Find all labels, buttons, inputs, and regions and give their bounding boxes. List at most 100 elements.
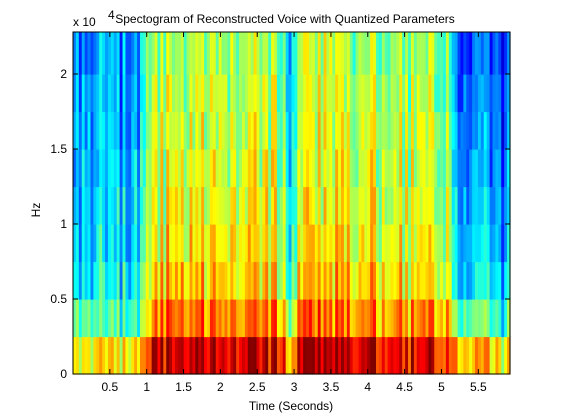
heatmap-cell	[408, 111, 412, 150]
heatmap-cell	[387, 186, 392, 225]
heatmap-cell	[81, 186, 86, 225]
heatmap-cell	[239, 224, 243, 263]
heatmap-cell	[288, 111, 293, 150]
heatmap-cell	[236, 149, 240, 188]
heatmap-cell	[87, 261, 92, 300]
heatmap-cell	[472, 336, 476, 375]
heatmap-cell	[154, 224, 159, 263]
heatmap-cell	[445, 299, 450, 338]
heatmap-cell	[282, 336, 287, 375]
heatmap-cell	[434, 74, 438, 113]
heatmap-cell	[145, 186, 150, 225]
heatmap-cell	[480, 32, 485, 75]
heatmap-cell	[352, 336, 357, 375]
heatmap-cell	[448, 336, 453, 375]
heatmap-cell	[349, 32, 354, 75]
heatmap-cell	[314, 224, 319, 263]
heatmap-cell	[425, 32, 430, 75]
heatmap-cell	[466, 32, 470, 75]
heatmap-cell	[140, 261, 144, 300]
heatmap-cell	[183, 224, 188, 263]
heatmap-cell	[122, 74, 127, 113]
heatmap-cell	[346, 186, 351, 225]
heatmap-cell	[221, 111, 226, 150]
heatmap-cell	[122, 149, 127, 188]
heatmap-cell	[323, 111, 328, 150]
heatmap-cell	[250, 299, 255, 338]
heatmap-cell	[163, 299, 167, 338]
heatmap-cell	[317, 261, 322, 300]
heatmap-cell	[329, 261, 333, 300]
y-tick-label: 1.5	[50, 142, 67, 156]
heatmap-cell	[209, 74, 214, 113]
heatmap-cell	[367, 299, 371, 338]
heatmap-cell	[110, 336, 115, 375]
heatmap-cell	[183, 261, 188, 300]
heatmap-cell	[119, 111, 124, 150]
heatmap-cell	[276, 186, 281, 225]
heatmap-cell	[247, 224, 252, 263]
heatmap-cell	[477, 224, 482, 263]
heatmap-cell	[233, 336, 237, 375]
heatmap-cell	[390, 261, 395, 300]
heatmap-cell	[145, 336, 150, 375]
heatmap-cell	[477, 261, 482, 300]
heatmap-cell	[253, 261, 258, 300]
heatmap-cell	[93, 224, 97, 263]
heatmap-cell	[128, 261, 132, 300]
heatmap-cell	[282, 149, 287, 188]
heatmap-cell	[480, 261, 485, 300]
heatmap-cell	[475, 74, 479, 113]
heatmap-cell	[241, 32, 246, 75]
heatmap-cell	[469, 299, 473, 338]
heatmap-cell	[172, 299, 176, 338]
heatmap-cell	[268, 111, 272, 150]
heatmap-cell	[466, 261, 470, 300]
heatmap-cell	[387, 224, 392, 263]
heatmap-cell	[236, 186, 240, 225]
x-tick-label: 0.5	[102, 380, 119, 394]
heatmap-cell	[256, 261, 261, 300]
heatmap-cell	[501, 224, 505, 263]
y-tick-label: 1	[60, 217, 67, 231]
heatmap-cell	[440, 32, 444, 75]
heatmap-cell	[198, 74, 202, 113]
heatmap-cell	[163, 336, 167, 375]
heatmap-cell	[466, 149, 470, 188]
heatmap-cell	[239, 336, 243, 375]
heatmap-cell	[335, 32, 339, 75]
heatmap-cell	[163, 149, 167, 188]
heatmap-cell	[352, 74, 357, 113]
heatmap-cell	[102, 149, 106, 188]
x-tick-label: 2.5	[249, 380, 266, 394]
heatmap-cell	[346, 149, 351, 188]
heatmap-cell	[434, 111, 438, 150]
heatmap-cell	[180, 111, 185, 150]
heatmap-cell	[201, 149, 205, 188]
heatmap-cell	[367, 111, 371, 150]
heatmap-cell	[204, 336, 208, 375]
heatmap-cell	[84, 336, 89, 375]
heatmap-cell	[81, 224, 86, 263]
heatmap-cell	[207, 336, 211, 375]
heatmap-cell	[107, 186, 112, 225]
heatmap-cell	[166, 111, 170, 150]
heatmap-cell	[460, 299, 464, 338]
heatmap-cell	[160, 224, 164, 263]
heatmap-cell	[413, 149, 418, 188]
heatmap-cell	[460, 336, 464, 375]
heatmap-cell	[119, 186, 124, 225]
heatmap-cell	[221, 186, 226, 225]
heatmap-cell	[329, 224, 333, 263]
heatmap-cell	[489, 149, 494, 188]
heatmap-cell	[221, 336, 226, 375]
heatmap-cell	[294, 224, 298, 263]
heatmap-cell	[375, 111, 380, 150]
heatmap-cell	[256, 74, 261, 113]
heatmap-cell	[408, 336, 412, 375]
heatmap-cell	[215, 111, 220, 150]
heatmap-cell	[99, 299, 103, 338]
heatmap-cell	[413, 111, 418, 150]
heatmap-cell	[457, 336, 462, 375]
heatmap-cell	[349, 299, 354, 338]
